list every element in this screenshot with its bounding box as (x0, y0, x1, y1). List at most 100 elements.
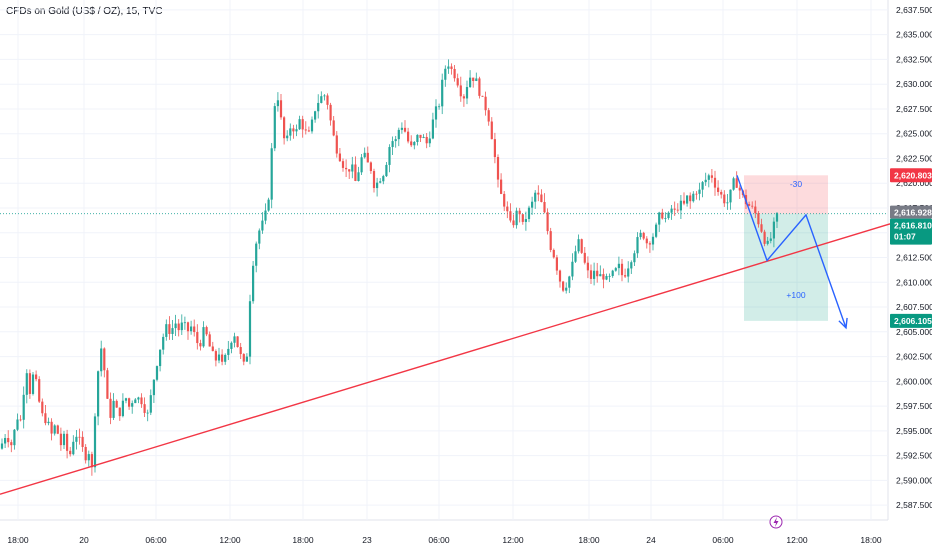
candle-body[interactable] (496, 157, 500, 180)
candle-body[interactable] (87, 454, 90, 461)
candle-body[interactable] (121, 400, 124, 417)
candle-body[interactable] (59, 433, 62, 446)
candle-body[interactable] (571, 261, 574, 277)
candle-body[interactable] (599, 274, 602, 277)
candle-body[interactable] (658, 212, 661, 225)
candle-body[interactable] (81, 436, 84, 447)
candle-body[interactable] (410, 141, 413, 146)
candle-body[interactable] (589, 270, 593, 279)
candle-body[interactable] (444, 68, 447, 80)
candle-body[interactable] (500, 179, 503, 194)
candle-body[interactable] (670, 208, 673, 213)
candle-body[interactable] (360, 157, 363, 173)
candle-body[interactable] (735, 178, 738, 188)
candle-body[interactable] (193, 326, 196, 333)
candle-body[interactable] (562, 281, 565, 291)
candle-body[interactable] (35, 374, 38, 380)
candle-body[interactable] (16, 419, 19, 430)
candle-body[interactable] (438, 106, 441, 108)
candle-body[interactable] (453, 68, 456, 79)
candle-body[interactable] (304, 129, 307, 131)
candle-body[interactable] (118, 407, 121, 417)
candle-body[interactable] (273, 106, 276, 149)
candle-body[interactable] (493, 139, 496, 158)
candle-body[interactable] (605, 276, 608, 280)
candle-body[interactable] (509, 211, 512, 221)
candle-body[interactable] (159, 349, 162, 367)
candle-body[interactable] (183, 322, 186, 324)
candle-body[interactable] (289, 128, 292, 136)
candle-body[interactable] (617, 263, 620, 269)
candle-body[interactable] (701, 182, 704, 190)
candle-body[interactable] (171, 328, 174, 334)
candle-body[interactable] (726, 202, 729, 204)
candle-body[interactable] (602, 274, 605, 280)
candle-body[interactable] (642, 232, 645, 239)
candle-body[interactable] (524, 219, 527, 222)
candle-body[interactable] (766, 240, 769, 244)
candle-body[interactable] (363, 152, 366, 158)
candle-body[interactable] (633, 253, 636, 263)
candle-body[interactable] (115, 400, 118, 408)
candle-body[interactable] (100, 348, 103, 372)
candle-body[interactable] (242, 354, 245, 362)
candle-body[interactable] (205, 327, 208, 335)
candle-body[interactable] (729, 189, 732, 203)
candle-body[interactable] (345, 167, 348, 170)
candle-body[interactable] (53, 425, 56, 434)
candle-body[interactable] (41, 401, 44, 414)
candle-body[interactable] (320, 96, 323, 103)
candle-body[interactable] (537, 192, 540, 195)
candle-body[interactable] (679, 200, 682, 211)
candle-body[interactable] (326, 95, 329, 105)
candle-body[interactable] (75, 436, 78, 442)
candle-body[interactable] (84, 446, 87, 461)
candle-body[interactable] (490, 121, 493, 140)
candle-body[interactable] (397, 129, 400, 140)
candle-body[interactable] (196, 332, 199, 344)
candle-body[interactable] (66, 433, 69, 451)
candle-body[interactable] (217, 354, 221, 361)
candle-body[interactable] (190, 326, 193, 332)
candle-body[interactable] (211, 346, 214, 352)
candle-body[interactable] (354, 164, 357, 181)
candle-body[interactable] (233, 336, 236, 343)
candle-body[interactable] (534, 192, 537, 202)
candle-body[interactable] (391, 141, 394, 148)
candle-body[interactable] (580, 239, 583, 253)
candle-body[interactable] (527, 207, 531, 220)
candle-body[interactable] (199, 343, 202, 347)
candle-body[interactable] (109, 398, 112, 418)
candle-body[interactable] (682, 200, 686, 204)
candle-body[interactable] (224, 354, 227, 362)
candle-body[interactable] (503, 193, 506, 207)
candle-body[interactable] (168, 324, 171, 334)
candle-body[interactable] (283, 117, 286, 139)
candle-body[interactable] (286, 135, 289, 139)
candle-body[interactable] (248, 301, 252, 357)
candle-body[interactable] (4, 438, 7, 444)
candle-body[interactable] (512, 220, 515, 226)
candle-body[interactable] (568, 276, 571, 288)
candle-body[interactable] (155, 366, 159, 380)
candle-body[interactable] (239, 347, 242, 355)
candle-body[interactable] (208, 334, 211, 347)
candle-body[interactable] (713, 177, 717, 188)
candle-body[interactable] (540, 194, 543, 203)
candle-body[interactable] (648, 243, 651, 245)
candle-body[interactable] (221, 354, 224, 362)
candle-body[interactable] (78, 436, 81, 438)
candle-body[interactable] (62, 433, 66, 446)
candle-body[interactable] (738, 187, 741, 191)
candle-body[interactable] (748, 204, 751, 206)
candle-body[interactable] (379, 181, 382, 183)
candle-body[interactable] (270, 148, 273, 200)
candle-body[interactable] (47, 421, 50, 424)
candle-body[interactable] (258, 230, 261, 244)
candle-body[interactable] (338, 153, 341, 162)
candle-body[interactable] (695, 193, 698, 195)
candle-body[interactable] (307, 130, 310, 132)
candle-body[interactable] (558, 270, 562, 282)
candle-body[interactable] (447, 66, 450, 69)
candle-body[interactable] (651, 236, 655, 245)
